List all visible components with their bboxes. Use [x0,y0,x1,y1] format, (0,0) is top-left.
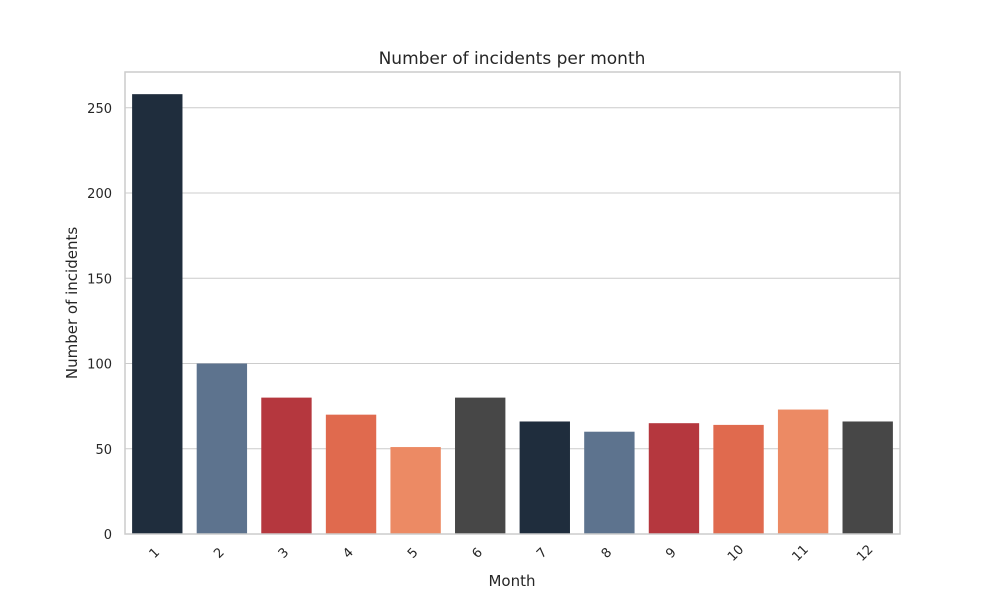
bar-month-1 [132,94,183,535]
bar-month-9 [648,423,700,534]
bar-month-8 [584,431,635,534]
x-tick-label: 2 [211,545,227,561]
chart-title: Number of incidents per month [379,49,646,69]
y-axis-label: Number of incidents [63,227,81,379]
bar-month-4 [325,414,377,534]
y-tick-label: 150 [87,272,112,287]
bar-month-7 [519,421,570,534]
bar-month-3 [261,397,312,534]
x-tick-label: 7 [534,545,550,561]
y-tick-label: 50 [95,443,112,458]
x-tick-label: 10 [725,542,747,564]
x-tick-label: 3 [276,545,292,561]
bar-month-10 [713,424,764,534]
bar-month-11 [777,409,829,534]
x-tick-label: 8 [599,545,615,561]
bar-month-2 [196,363,248,534]
x-tick-label: 1 [147,545,163,561]
x-tick-label: 4 [340,545,356,561]
x-tick-label: 9 [663,545,679,561]
bar-month-6 [455,397,506,534]
bar-month-5 [390,447,441,534]
y-tick-labels: 0 50 100 150 200 250 [87,102,112,543]
x-tick-label: 12 [854,542,876,564]
y-tick-label: 0 [104,528,112,543]
bars [132,94,893,535]
x-axis-label: Month [488,572,535,590]
plot-frame [124,71,901,535]
x-tick-label: 11 [789,542,811,564]
x-tick-labels: 1 2 3 4 5 6 7 8 9 10 11 12 [147,542,877,564]
y-tick-label: 200 [87,187,112,202]
bar-month-12 [842,421,893,534]
y-tick-label: 250 [87,102,112,117]
y-tick-label: 100 [87,358,112,373]
x-tick-label: 6 [470,545,486,561]
x-tick-label: 5 [405,545,421,561]
